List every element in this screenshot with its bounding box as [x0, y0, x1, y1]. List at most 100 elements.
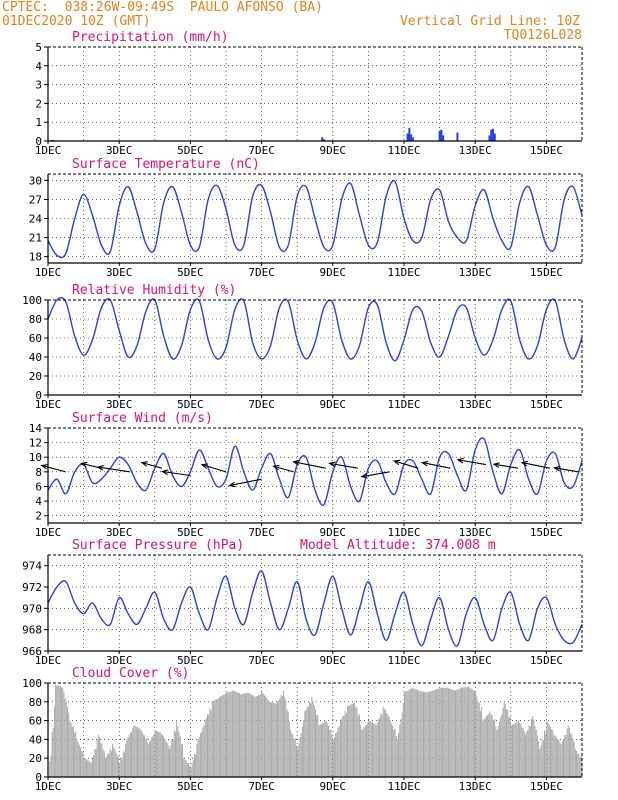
cloud-bar [446, 687, 448, 777]
y-tick-label: 12 [29, 437, 42, 450]
x-tick-label: 7DEC [248, 144, 275, 157]
cloud-bar [432, 690, 434, 777]
cloud-bar [279, 698, 281, 777]
cloud-bar [503, 701, 505, 777]
cloud-bar [336, 732, 338, 777]
rh-panel: Relative Humidity (%) 0 20 40 60 80 100 1DEC 3DE… [22, 283, 583, 411]
cloud-bar [103, 751, 105, 777]
cloud-bar [526, 731, 528, 777]
wind-arrow [293, 461, 326, 469]
cloud-bar [522, 728, 524, 777]
wind-arrow [361, 471, 390, 478]
cloud-bar [347, 706, 349, 777]
precip-bar [322, 139, 325, 141]
cloud-bar [235, 691, 237, 777]
cloud-bar [561, 741, 563, 777]
x-tick-label: 5DEC [177, 526, 204, 539]
cloud-bar [548, 724, 550, 777]
cloud-bar [469, 687, 471, 777]
wind-arrow [97, 466, 130, 473]
cloud-bar [328, 725, 330, 777]
cloud-bar [363, 727, 365, 777]
y-tick-label: 60 [29, 332, 42, 345]
cloud-bar [388, 717, 390, 777]
cloud-bar [178, 731, 180, 777]
cloud-bar [260, 693, 262, 777]
cloud-bar [381, 714, 383, 777]
cloud-bar [269, 702, 271, 777]
cloud-bar [107, 753, 109, 777]
cloud-bar [128, 735, 130, 777]
cloud-bar [320, 724, 322, 777]
wind-arrow [41, 464, 66, 473]
cloud-bar [405, 691, 407, 777]
cloud-bar [420, 690, 422, 777]
wind-arrow [141, 462, 163, 469]
cloud-bar [517, 720, 519, 777]
cloud-bar [504, 704, 506, 777]
cloud-bar [358, 714, 360, 777]
y-tick-label: 20 [29, 752, 42, 765]
cloud-bar [173, 730, 175, 777]
x-tick-label: 15DEC [530, 398, 563, 411]
wind-arrow-head [420, 460, 429, 467]
cloud-bar [70, 722, 72, 777]
wind-arrow-head [392, 459, 401, 466]
cloud-bar [170, 745, 172, 777]
cloud-bar [507, 709, 509, 777]
cloud-bar [133, 725, 135, 777]
y-tick-label: 2 [35, 510, 42, 523]
cloud-bar [354, 701, 356, 777]
cloud-bar [294, 738, 296, 777]
cloud-bar [71, 726, 73, 777]
cloud-bar [296, 745, 297, 777]
cloud-bar [94, 749, 96, 777]
cloud-bar [545, 732, 547, 777]
cloud-bar [137, 726, 138, 777]
cloud-bar [508, 717, 510, 777]
cloud-bar [401, 712, 403, 777]
cloud-bar [148, 741, 150, 777]
cloud-bar [115, 752, 117, 777]
cloud-bar [485, 716, 487, 777]
cloud-bar [303, 720, 305, 777]
cloud-bar [509, 716, 511, 777]
cloud-bar [458, 689, 460, 777]
wind-arrow-head [492, 462, 500, 468]
cloud-bar [89, 761, 91, 777]
cloud-bar [182, 743, 184, 777]
cloud-bar [193, 753, 195, 777]
cloud-bar [234, 690, 236, 777]
cloud-bar [174, 731, 176, 777]
cloud-bar [244, 693, 246, 777]
cloud-bar [390, 723, 392, 777]
cloud-bar [233, 690, 235, 777]
cloud-bar [310, 703, 312, 777]
y-tick-label: 2 [35, 97, 42, 110]
cloud-bar [141, 732, 143, 777]
cloud-bar [209, 708, 211, 777]
cloud-bar [495, 726, 497, 777]
x-tick-label: 13DEC [459, 654, 492, 667]
cloud-bar [335, 733, 337, 777]
cloud-bar [62, 687, 64, 777]
cloud-bar [113, 747, 115, 777]
precip-bar [490, 129, 493, 141]
cloud-bar [482, 720, 484, 777]
cloud-bar [316, 714, 318, 777]
cloud-bar [484, 718, 486, 777]
cloud-bar [199, 733, 201, 777]
cloud-bar [217, 698, 219, 777]
x-tick-label: 3DEC [106, 780, 133, 793]
cloud-bar [160, 733, 162, 777]
cloud-bar [116, 755, 118, 777]
cloud-bar [145, 739, 147, 777]
cloud-bar [172, 740, 174, 777]
cloud-bar [326, 723, 328, 777]
wind-arrow [554, 467, 579, 473]
cloud-bar [255, 696, 257, 777]
cloud-bar [125, 743, 127, 777]
cloud-bar [440, 687, 442, 777]
cloud-bar [404, 692, 405, 777]
